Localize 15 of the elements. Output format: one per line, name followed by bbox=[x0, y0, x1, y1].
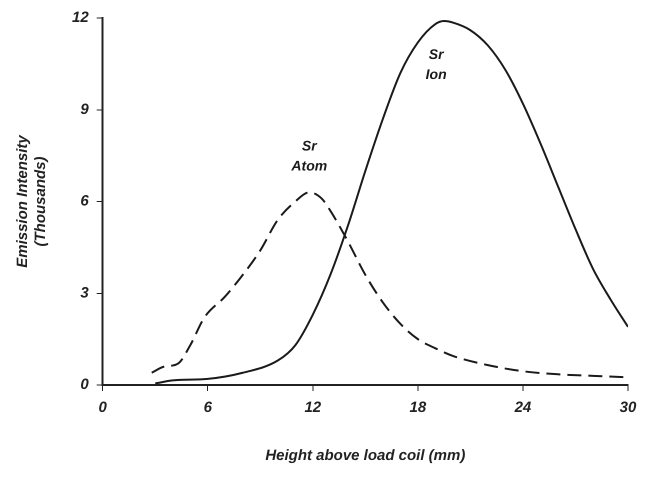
x-axis-title: Height above load coil (mm) bbox=[265, 447, 466, 464]
series-label: Sr Atom bbox=[290, 137, 328, 174]
x-tick-label: 12 bbox=[304, 399, 322, 416]
series-label: Sr Ion bbox=[426, 46, 447, 82]
x-tick-label: 30 bbox=[620, 399, 637, 416]
x-tick-label: 6 bbox=[204, 399, 213, 416]
y-tick-label: 9 bbox=[80, 100, 90, 118]
x-tick-label: 18 bbox=[410, 399, 427, 416]
x-tick-label: 24 bbox=[514, 399, 532, 416]
y-tick-label: 6 bbox=[80, 192, 90, 210]
y-tick-label: 0 bbox=[80, 376, 90, 394]
y-tick-label: 3 bbox=[80, 284, 90, 302]
x-tick-label: 0 bbox=[98, 399, 108, 416]
y-tick-label: 12 bbox=[72, 9, 90, 26]
y-axis-title: Emission Intensity (Thousands) bbox=[14, 134, 50, 268]
